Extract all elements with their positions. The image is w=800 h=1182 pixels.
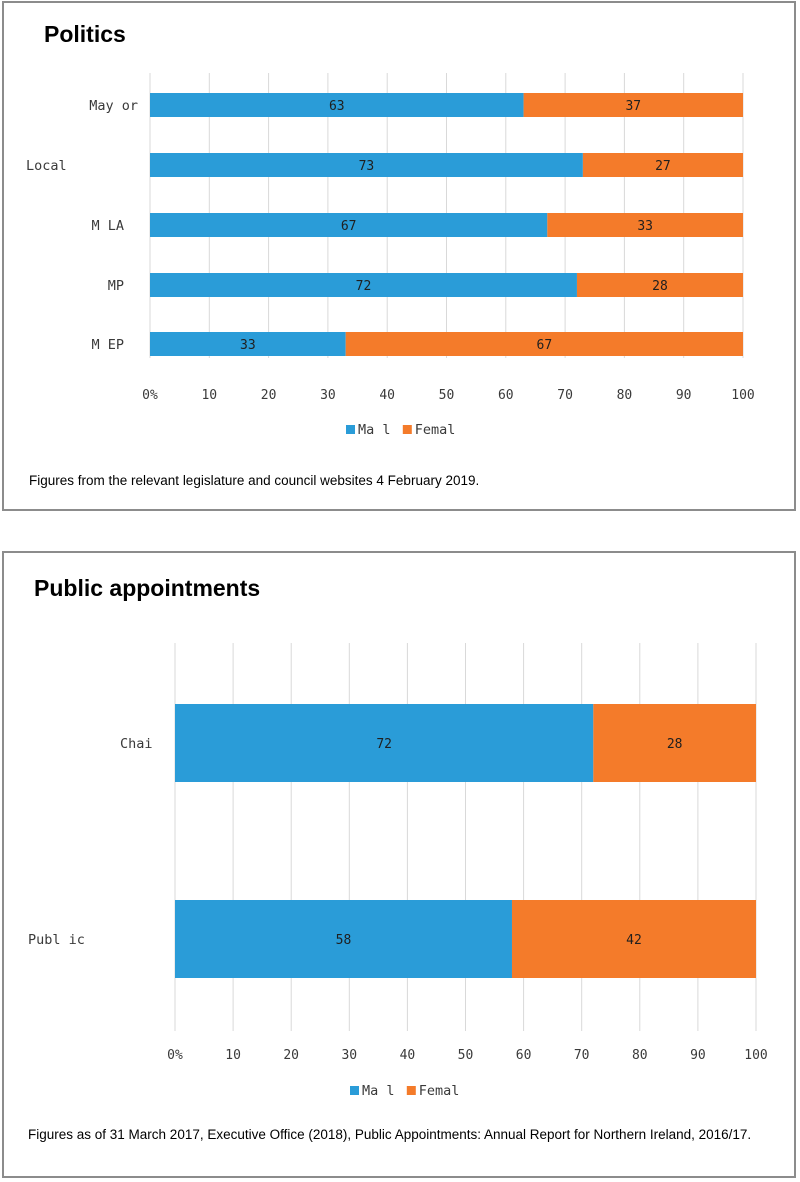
x-tick-label: 10 xyxy=(225,1048,241,1063)
bar-female xyxy=(576,273,743,297)
legend-label: Femal xyxy=(415,422,456,438)
bar-female xyxy=(593,704,756,782)
data-label: 63 xyxy=(329,99,345,114)
politics-chart: 0% 10 20 30 40 50 60 70 80 90 100 63 37 May or 73 27 Loc… xyxy=(26,73,755,438)
data-label: 42 xyxy=(626,933,642,948)
x-tick-label: 80 xyxy=(632,1048,648,1063)
category-label: MP xyxy=(108,278,124,294)
x-tick-label: 70 xyxy=(557,388,573,403)
data-label: 67 xyxy=(537,338,553,353)
politics-panel: Politics 0% 10 20 30 40 50 60 70 80 90 100 63 37 May … xyxy=(2,1,796,511)
x-tick-label: 100 xyxy=(731,388,754,403)
data-label: 33 xyxy=(240,338,256,353)
bar-male xyxy=(150,213,548,237)
data-label: 72 xyxy=(376,737,392,752)
x-tick-label: 60 xyxy=(498,388,514,403)
legend-swatch-male xyxy=(346,425,355,434)
x-tick-label: 50 xyxy=(439,388,455,403)
bar-male xyxy=(175,900,512,978)
x-tick-label: 30 xyxy=(320,388,336,403)
bar-male xyxy=(150,153,583,177)
panel-title: Politics xyxy=(44,21,126,47)
x-tick-label: 0% xyxy=(167,1048,183,1063)
bar-male xyxy=(150,273,577,297)
category-label: Local xyxy=(26,158,67,174)
x-tick-label: 100 xyxy=(744,1048,767,1063)
legend-label: Ma l xyxy=(362,1083,395,1099)
x-tick-label: 70 xyxy=(574,1048,590,1063)
x-tick-label: 20 xyxy=(261,388,277,403)
bar-male xyxy=(150,332,346,356)
category-label: May or xyxy=(89,98,138,114)
category-label: M LA xyxy=(91,218,124,234)
bar-male xyxy=(175,704,594,782)
data-label: 37 xyxy=(625,99,641,114)
bar-male xyxy=(150,93,524,117)
data-label: 73 xyxy=(359,159,375,174)
public-appointments-panel: Public appointments 0% 10 20 30 40 50 60 70 80 90… xyxy=(2,551,796,1178)
legend-swatch-female xyxy=(402,425,412,434)
category-label: Publ ic xyxy=(28,932,85,948)
category-label: Chai xyxy=(120,736,153,752)
data-label: 33 xyxy=(637,219,653,234)
data-label: 67 xyxy=(341,219,357,234)
x-tick-label: 40 xyxy=(379,388,395,403)
x-tick-label: 30 xyxy=(341,1048,357,1063)
x-tick-label: 60 xyxy=(516,1048,532,1063)
x-tick-label: 50 xyxy=(458,1048,474,1063)
public-appointments-chart: 0% 10 20 30 40 50 60 70 80 90 100 72 28 Chai 58 42 Publ … xyxy=(28,643,768,1099)
bar-female xyxy=(547,213,743,237)
data-label: 27 xyxy=(655,159,671,174)
x-tick-label: 10 xyxy=(201,388,217,403)
x-tick-label: 40 xyxy=(400,1048,416,1063)
data-label: 28 xyxy=(667,737,683,752)
category-label: M EP xyxy=(91,337,124,353)
legend-label: Femal xyxy=(419,1083,460,1099)
x-tick-label: 0% xyxy=(142,388,158,403)
legend-label: Ma l xyxy=(358,422,391,438)
legend-swatch-male xyxy=(350,1086,359,1095)
data-label: 72 xyxy=(356,279,372,294)
x-tick-label: 80 xyxy=(617,388,633,403)
bar-female xyxy=(345,332,743,356)
panel-title: Public appointments xyxy=(34,575,261,601)
data-label: 58 xyxy=(336,933,352,948)
panel-note: Figures as of 31 March 2017, Executive O… xyxy=(28,1127,752,1142)
bar-female xyxy=(582,153,743,177)
data-label: 28 xyxy=(652,279,668,294)
x-tick-label: 90 xyxy=(690,1048,706,1063)
bar-female xyxy=(523,93,743,117)
legend-swatch-female xyxy=(406,1086,416,1095)
bar-female xyxy=(511,900,756,978)
panel-note: Figures from the relevant legislature an… xyxy=(29,473,480,488)
x-tick-label: 20 xyxy=(283,1048,299,1063)
x-tick-label: 90 xyxy=(676,388,692,403)
